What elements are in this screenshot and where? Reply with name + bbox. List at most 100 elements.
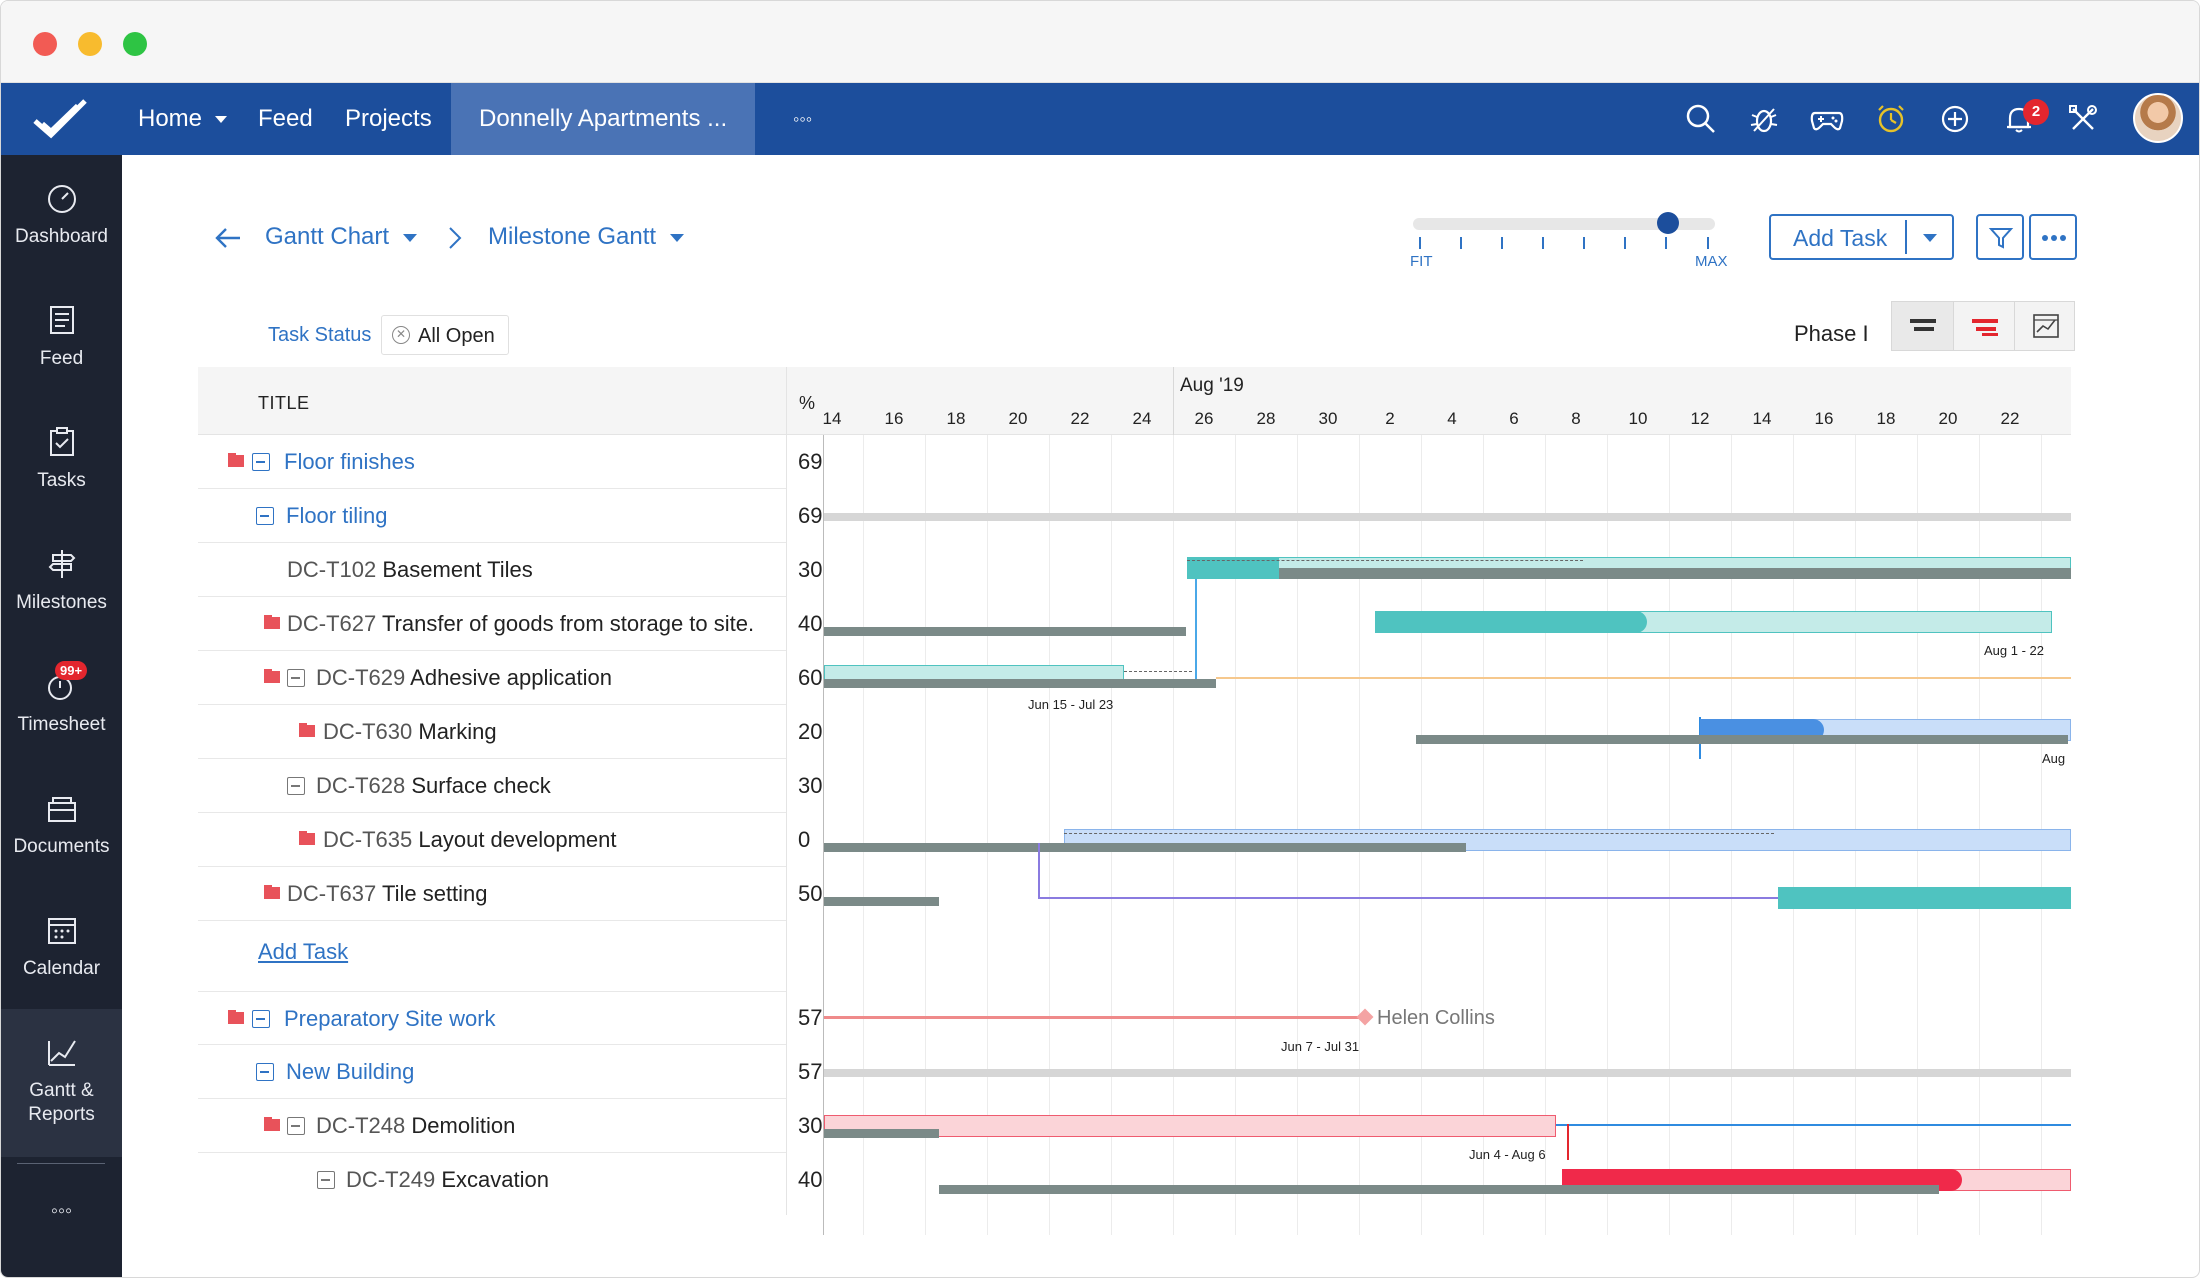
nav-current-project[interactable]: Donnelly Apartments ... — [451, 83, 756, 155]
zoom-max-label: MAX — [1695, 253, 1728, 270]
task-row[interactable]: DC-T249 Excavation — [198, 1153, 786, 1207]
sidebar-item-dashboard[interactable]: Dashboard — [1, 155, 122, 277]
floor-tiling-summary-bar[interactable] — [824, 513, 2071, 521]
task-row[interactable]: DC-T629 Adhesive application — [198, 651, 786, 705]
split-divider — [1905, 220, 1907, 254]
tile-setting-bar[interactable] — [1778, 887, 2071, 909]
sidebar-item-feed[interactable]: Feed — [1, 277, 122, 399]
prep-site-work-milestone-bar[interactable] — [824, 1016, 1364, 1019]
new-building-summary-bar[interactable] — [824, 1069, 2071, 1077]
month-label: Aug '19 — [1180, 375, 1244, 396]
clear-filter-icon[interactable]: ✕ — [392, 326, 410, 344]
more-options-button[interactable] — [2029, 214, 2077, 260]
add-task-dropdown-icon[interactable] — [1923, 234, 1937, 242]
view-critical-path-button[interactable] — [1953, 302, 2014, 350]
task-code: DC-T630 — [323, 719, 413, 744]
dependency-connector — [1567, 1124, 1569, 1160]
task-title[interactable]: DC-T249 Excavation — [346, 1167, 549, 1193]
collapse-icon[interactable] — [287, 777, 305, 795]
collapse-icon[interactable] — [317, 1171, 335, 1189]
collapse-icon[interactable] — [287, 669, 305, 687]
task-row[interactable]: DC-T248 Demolition — [198, 1099, 786, 1153]
add-task-link[interactable]: Add Task — [258, 939, 349, 964]
collapse-icon[interactable] — [287, 1117, 305, 1135]
task-title[interactable]: DC-T629 Adhesive application — [316, 665, 612, 691]
day-label: 6 — [1509, 409, 1519, 428]
task-row[interactable]: New Building — [198, 1045, 786, 1099]
task-title[interactable]: Floor finishes — [284, 449, 415, 474]
sidebar-item-documents[interactable]: Documents — [1, 765, 122, 887]
view-baseline-button[interactable] — [2014, 302, 2075, 350]
task-row[interactable]: DC-T627 Transfer of goods from storage t… — [198, 597, 786, 651]
top-navbar: Home Feed Projects Donnelly Apartments .… — [1, 83, 2199, 155]
zoom-slider-handle[interactable] — [1657, 212, 1679, 234]
collapse-icon[interactable] — [252, 453, 270, 471]
breadcrumb-subview[interactable]: Milestone Gantt — [488, 223, 685, 251]
nav-home[interactable]: Home — [138, 83, 227, 155]
pane-splitter[interactable] — [823, 435, 824, 1235]
demolition-bar[interactable] — [824, 1115, 1556, 1137]
zoom-tick — [1583, 237, 1585, 249]
task-title[interactable]: DC-T627 Transfer of goods from storage t… — [287, 611, 754, 637]
task-row[interactable]: DC-T637 Tile setting — [198, 867, 786, 921]
task-row[interactable]: Preparatory Site work — [198, 991, 786, 1045]
sidebar-more-label: ◦◦◦ — [50, 1200, 73, 1222]
zoom-tick — [1419, 237, 1421, 249]
sidebar-item-tasks[interactable]: Tasks — [1, 399, 122, 521]
bug-icon[interactable] — [1746, 101, 1782, 137]
task-title[interactable]: DC-T628 Surface check — [316, 773, 551, 799]
app-logo-icon[interactable] — [29, 93, 93, 145]
chevron-right-icon — [449, 227, 462, 249]
gantt-view-toggle — [1891, 301, 2075, 351]
task-title[interactable]: DC-T248 Demolition — [316, 1113, 515, 1139]
back-arrow-icon[interactable] — [213, 223, 243, 253]
task-row[interactable]: Floor tiling — [198, 489, 786, 543]
sidebar-item-gantt-reports[interactable]: Gantt & Reports — [1, 1009, 122, 1157]
layout-development-slack — [1064, 833, 1774, 834]
day-label: 16 — [1814, 409, 1834, 428]
task-row[interactable]: DC-T630 Marking — [198, 705, 786, 759]
task-row[interactable]: DC-T635 Layout development — [198, 813, 786, 867]
collapse-icon[interactable] — [256, 1063, 274, 1081]
nav-more-button[interactable]: ◦◦◦ — [793, 109, 813, 129]
task-row[interactable]: Floor finishes — [198, 435, 786, 489]
task-title[interactable]: DC-T102 Basement Tiles — [287, 557, 533, 583]
filter-button[interactable] — [1976, 214, 2024, 260]
sidebar-item-milestones[interactable]: Milestones — [1, 521, 122, 643]
signpost-icon — [48, 550, 76, 578]
clipboard-check-icon — [50, 427, 74, 456]
task-title[interactable]: DC-T630 Marking — [323, 719, 497, 745]
view-bars-button[interactable] — [1892, 302, 1953, 350]
marking-baseline — [1416, 735, 2068, 744]
task-status-filter-label[interactable]: Task Status — [268, 324, 372, 346]
task-title[interactable]: DC-T635 Layout development — [323, 827, 617, 853]
collapse-icon[interactable] — [252, 1010, 270, 1028]
task-title[interactable]: Floor tiling — [286, 503, 388, 528]
add-circle-icon[interactable] — [1937, 101, 1973, 137]
user-avatar[interactable] — [2133, 93, 2183, 143]
close-window-button[interactable] — [33, 32, 57, 56]
task-title[interactable]: Preparatory Site work — [284, 1006, 496, 1031]
gamepad-icon[interactable] — [1809, 101, 1845, 137]
task-title[interactable]: DC-T637 Tile setting — [287, 881, 488, 907]
task-row[interactable]: DC-T102 Basement Tiles — [198, 543, 786, 597]
tools-icon[interactable] — [2065, 101, 2101, 137]
nav-feed[interactable]: Feed — [258, 105, 313, 132]
task-status-chip[interactable]: ✕ All Open — [381, 315, 509, 355]
zoom-slider[interactable] — [1413, 218, 1715, 230]
task-row[interactable]: DC-T628 Surface check — [198, 759, 786, 813]
collapse-icon[interactable] — [256, 507, 274, 525]
sidebar-item-calendar[interactable]: Calendar — [1, 887, 122, 1009]
task-title[interactable]: New Building — [286, 1059, 415, 1084]
breadcrumb-view[interactable]: Gantt Chart — [265, 223, 418, 251]
sidebar-item-timesheet[interactable]: 99+ Timesheet — [1, 643, 122, 765]
demolition-date-label: Jun 4 - Aug 6 — [1469, 1147, 1546, 1162]
nav-projects[interactable]: Projects — [345, 105, 432, 132]
minimize-window-button[interactable] — [78, 32, 102, 56]
day-label: 28 — [1256, 409, 1276, 428]
timer-icon[interactable] — [1873, 101, 1909, 137]
sidebar-more-button[interactable]: ◦◦◦ — [1, 1165, 122, 1265]
maximize-window-button[interactable] — [123, 32, 147, 56]
search-icon[interactable] — [1683, 101, 1719, 137]
add-task-button[interactable]: Add Task — [1769, 214, 1954, 260]
